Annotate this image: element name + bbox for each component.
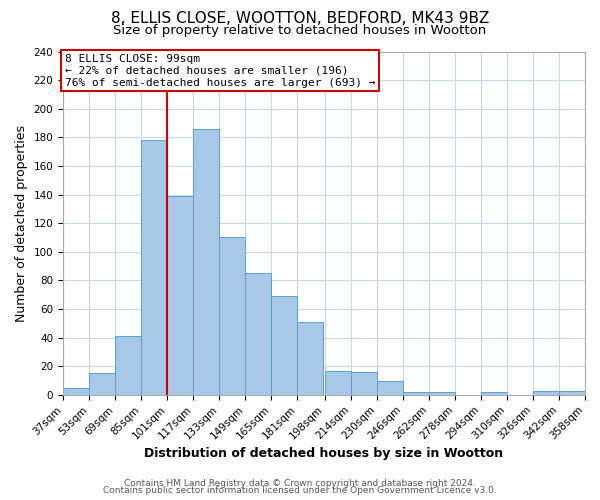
Bar	[429, 392, 455, 395]
Text: Size of property relative to detached houses in Wootton: Size of property relative to detached ho…	[113, 24, 487, 37]
Text: Contains HM Land Registry data © Crown copyright and database right 2024.: Contains HM Land Registry data © Crown c…	[124, 478, 476, 488]
X-axis label: Distribution of detached houses by size in Wootton: Distribution of detached houses by size …	[145, 447, 503, 460]
Bar	[585, 392, 600, 395]
Bar	[533, 390, 559, 395]
Bar	[297, 322, 323, 395]
Text: 8, ELLIS CLOSE, WOOTTON, BEDFORD, MK43 9BZ: 8, ELLIS CLOSE, WOOTTON, BEDFORD, MK43 9…	[111, 11, 489, 26]
Bar	[141, 140, 167, 395]
Bar	[219, 238, 245, 395]
Bar	[271, 296, 297, 395]
Bar	[481, 392, 507, 395]
Y-axis label: Number of detached properties: Number of detached properties	[15, 124, 28, 322]
Bar	[351, 372, 377, 395]
Bar	[115, 336, 141, 395]
Bar	[193, 129, 219, 395]
Bar	[89, 374, 115, 395]
Text: Contains public sector information licensed under the Open Government Licence v3: Contains public sector information licen…	[103, 486, 497, 495]
Bar	[403, 392, 429, 395]
Bar	[377, 380, 403, 395]
Bar	[245, 274, 271, 395]
Bar	[325, 370, 351, 395]
Bar	[63, 388, 89, 395]
Bar	[167, 196, 193, 395]
Text: 8 ELLIS CLOSE: 99sqm
← 22% of detached houses are smaller (196)
76% of semi-deta: 8 ELLIS CLOSE: 99sqm ← 22% of detached h…	[65, 54, 375, 88]
Bar	[559, 390, 585, 395]
